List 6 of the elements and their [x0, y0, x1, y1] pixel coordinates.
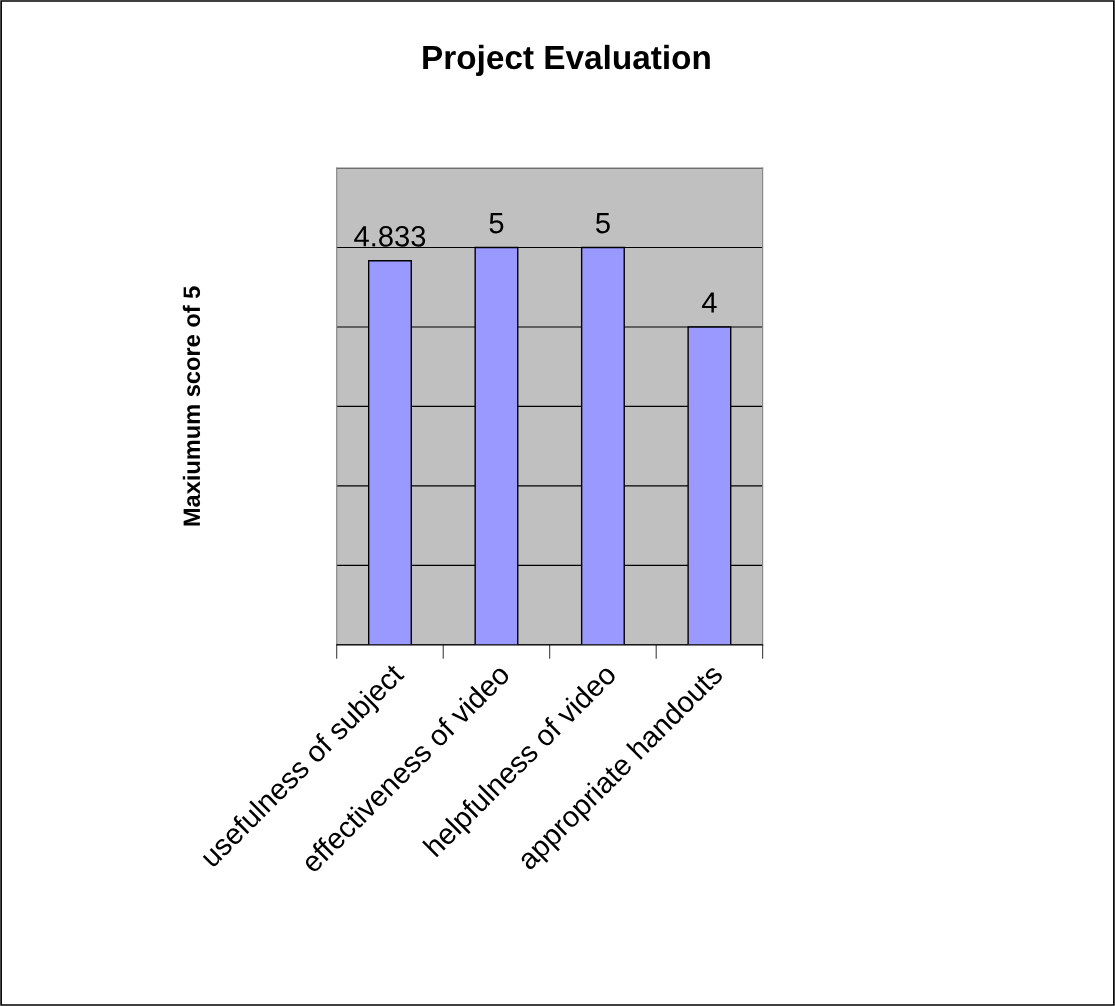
data-label: 4 [701, 292, 717, 313]
y-axis-title: Maxiumum score of 5 [182, 286, 201, 526]
data-label: 5 [489, 213, 504, 234]
chart-title: Project Evaluation [423, 44, 710, 76]
data-label: 4.833 [354, 226, 426, 247]
data-label: 5 [595, 213, 610, 234]
